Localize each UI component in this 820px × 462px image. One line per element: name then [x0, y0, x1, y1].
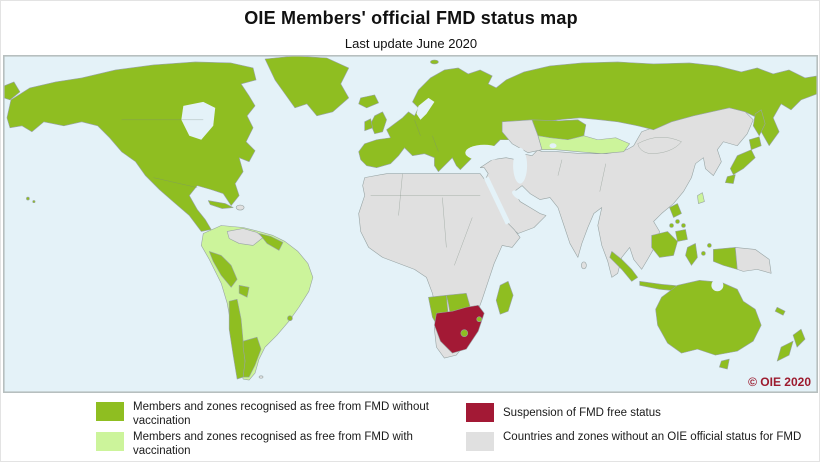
region-falklands: [258, 375, 264, 379]
japan-hokkaido: [748, 136, 762, 151]
region-guyanas: [258, 233, 284, 251]
region-iceland: [358, 94, 379, 109]
region-europe-russia: [358, 61, 817, 172]
indonesia-sumatra: [609, 251, 638, 282]
indonesia-maluku-2: [707, 243, 712, 248]
japan-honshu: [730, 149, 756, 175]
legend-swatch-suspension: [466, 403, 494, 422]
region-new-zealand-south: [776, 340, 794, 362]
black-sea: [465, 144, 504, 161]
legend-swatch-free-without-vaccination: [96, 402, 124, 421]
region-hawaii-2: [32, 200, 36, 204]
indonesia-borneo: [651, 231, 678, 258]
region-new-caledonia: [774, 306, 786, 316]
region-svalbard: [430, 59, 439, 65]
copyright: © OIE 2020: [748, 375, 811, 389]
region-cuba: [207, 200, 234, 209]
region-taiwan: [697, 192, 705, 204]
world-map: © OIE 2020: [3, 55, 818, 393]
region-venezuela: [226, 228, 264, 246]
region-philippines: [669, 203, 688, 242]
map-border: [4, 56, 817, 392]
region-south-brazil-zone: [287, 315, 293, 322]
region-new-zealand-north: [792, 328, 806, 348]
region-sakhalin: [752, 109, 766, 137]
map-title: OIE Members' official FMD status map: [244, 8, 578, 28]
legend-swatch-no-status: [466, 432, 494, 451]
legend-item-no-status: Countries and zones without an OIE offic…: [466, 430, 806, 451]
region-madagascar: [495, 281, 514, 315]
red-sea: [483, 176, 511, 225]
region-bolivia-zone: [238, 285, 250, 298]
region-lesotho: [460, 329, 469, 337]
region-sri-lanka: [581, 261, 587, 270]
region-papua-new-guinea: [735, 247, 772, 274]
philippines-visayas-3: [681, 223, 686, 228]
legend-label-no-status: Countries and zones without an OIE offic…: [503, 431, 802, 443]
philippines-luzon: [669, 203, 682, 218]
legend-item-free-without-vaccination: Members and zones recognised as free fro…: [96, 400, 456, 428]
philippines-visayas-2: [669, 223, 674, 228]
baltic-sea: [416, 97, 435, 120]
legend-item-suspension: Suspension of FMD free status: [466, 401, 806, 422]
legend-label-free-without-vaccination: Members and zones recognised as free fro…: [133, 401, 429, 428]
aral-sea: [549, 143, 557, 149]
region-greenland: [264, 56, 350, 117]
region-chukotka-wrap: [4, 81, 21, 101]
world-map-svg: [4, 56, 817, 392]
hudson-bay-top: [181, 101, 216, 140]
legend-label-free-with-vaccination: Members and zones recognised as free fro…: [133, 431, 413, 458]
region-southern-argentina: [242, 336, 262, 378]
legend-item-free-with-vaccination: Members and zones recognised as free fro…: [96, 430, 456, 458]
region-tasmania: [719, 358, 730, 370]
legend-label-suspension: Suspension of FMD free status: [503, 407, 661, 419]
japan-kyushu: [725, 174, 736, 184]
region-hispaniola: [235, 204, 245, 211]
region-japan: [725, 136, 762, 184]
indonesia-maluku: [701, 251, 706, 256]
region-eswatini: [476, 316, 483, 323]
region-south-africa: [434, 304, 485, 354]
legend-swatch-free-with-vaccination: [96, 432, 124, 451]
region-kazakhstan-southeast-zone: [537, 135, 630, 155]
indonesia-west-papua: [713, 247, 738, 270]
region-asia-no-status: [479, 106, 754, 278]
persian-gulf: [512, 190, 527, 201]
region-peru: [208, 251, 238, 288]
region-ireland: [364, 118, 373, 132]
caspian-sea: [513, 147, 528, 184]
region-hawaii: [26, 196, 30, 201]
gulf-of-carpentaria: [711, 279, 724, 292]
map-subtitle: Last update June 2020: [344, 36, 478, 51]
philippines-visayas: [675, 219, 680, 224]
indonesia-sulawesi: [685, 243, 698, 266]
philippines-mindanao: [675, 229, 688, 242]
internal-borders: [121, 119, 682, 266]
